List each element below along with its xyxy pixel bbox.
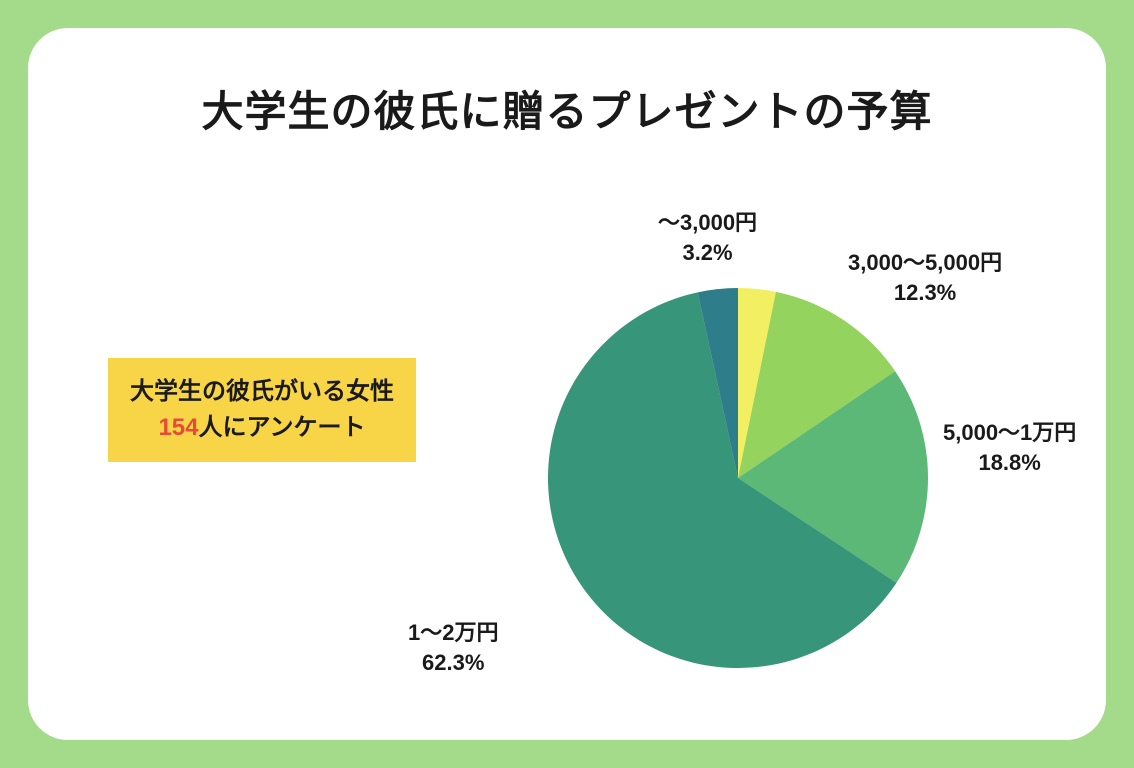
callout-line2-rest: 人にアンケート [199,414,366,441]
slice-label: 〜3,000円3.2% [658,208,757,267]
callout-line1: 大学生の彼氏がいる女性 [130,374,394,410]
slice-label: 1〜2万円62.3% [408,618,498,677]
callout-line1-rest: の彼氏がいる女性 [202,378,394,405]
survey-callout: 大学生の彼氏がいる女性 154人にアンケート [108,358,416,462]
slice-label: 3,000〜5,000円12.3% [848,248,1002,307]
callout-number: 154 [158,414,198,441]
callout-line2: 154人にアンケート [130,410,394,446]
pie-svg [548,288,928,668]
page-title: 大学生の彼氏に贈るプレゼントの予算 [78,78,1056,139]
slice-label: 5,000〜1万円18.8% [943,418,1076,477]
pie-chart: 〜3,000円3.2% 3,000〜5,000円12.3% 5,000〜1万円18.… [448,208,1128,728]
card: 大学生の彼氏に贈るプレゼントの予算 大学生の彼氏がいる女性 154人にアンケート… [28,28,1106,740]
callout-line1-bold: 大学生 [130,378,202,405]
